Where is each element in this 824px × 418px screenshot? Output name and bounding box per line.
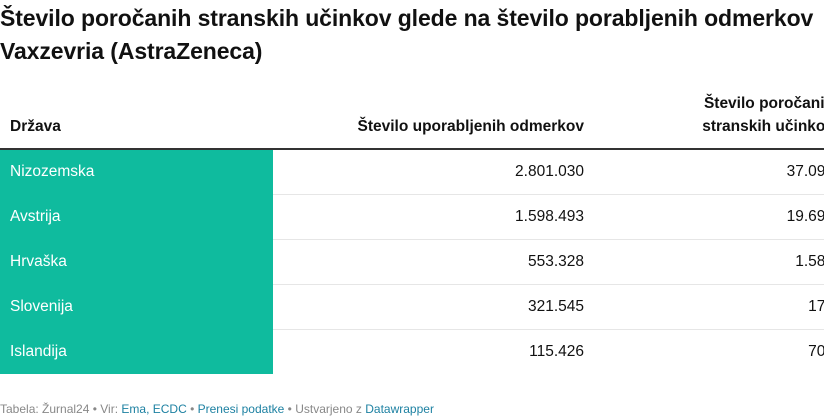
source-link[interactable]: Ema, ECDC [121,402,187,416]
table-row: Islandija 115.426 708 [0,329,824,374]
datawrapper-link[interactable]: Datawrapper [365,402,434,416]
table-header-row: Država Število uporabljenih odmerkov Šte… [0,92,824,150]
table-title: Število poročanih stranskih učinkov gled… [0,5,814,64]
side-effects-cell: 19.691 [584,194,824,240]
country-cell: Hrvaška [0,239,273,285]
doses-cell: 1.598.493 [273,194,584,240]
footer-created-with: • Ustvarjeno z [284,402,366,416]
download-data-link[interactable]: Prenesi podatke [197,402,285,416]
footer-prefix: Tabela: Žurnal24 • Vir: [0,402,122,416]
side-effects-cell: 1.589 [584,239,824,285]
side-effects-cell: 37.099 [584,149,824,195]
country-cell: Nizozemska [0,149,273,195]
country-cell: Avstrija [0,194,273,240]
header-country[interactable]: Država [0,92,273,150]
footer: Tabela: Žurnal24 • Vir: Ema, ECDC • Pren… [0,401,434,417]
table-row: Nizozemska 2.801.030 37.099 [0,149,824,195]
table-row: Hrvaška 553.328 1.589 [0,239,824,285]
header-side-effects-line1: Število poročanih [703,95,824,112]
header-side-effects[interactable]: Število poročanih stranskih učinkov [584,92,824,150]
side-effects-cell: 176 [584,284,824,330]
doses-cell: 321.545 [273,284,584,330]
table-row: Avstrija 1.598.493 19.691 [0,194,824,240]
data-table: Država Število uporabljenih odmerkov Šte… [0,92,824,374]
doses-cell: 2.801.030 [273,149,584,195]
table-row: Slovenija 321.545 176 [0,284,824,330]
header-doses[interactable]: Število uporabljenih odmerkov [273,92,584,150]
side-effects-cell: 708 [808,343,824,360]
footer-separator: • [186,402,198,416]
country-cell: Islandija [0,329,273,374]
doses-cell: 115.426 [529,343,584,360]
country-cell: Slovenija [0,284,273,330]
header-side-effects-line2: stranskih učinkov [702,118,824,135]
doses-cell: 553.328 [273,239,584,285]
